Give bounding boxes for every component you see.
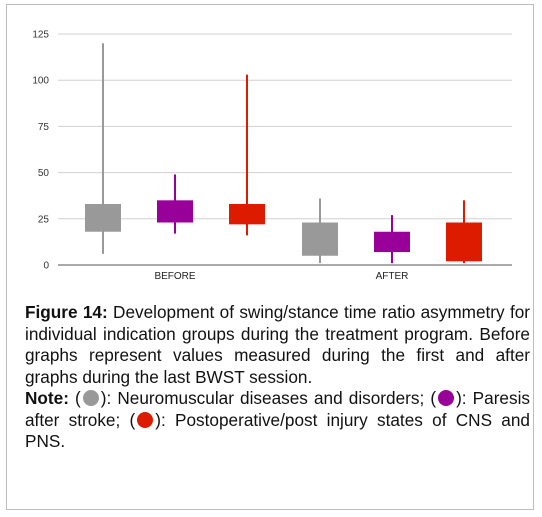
y-tick-label: 100 [32,76,49,87]
y-tick-label: 125 [32,30,49,41]
figure-caption: Figure 14: Development of swing/stance t… [25,302,530,453]
box-0-after [302,198,338,264]
figure-text: Development of swing/stance time ratio a… [25,302,531,387]
figure-label: Figure 14: [25,302,108,322]
y-tick-label: 75 [38,122,50,133]
box-1-before [157,174,193,234]
figure-frame: 0 25 50 75 100 125 BEFORE AFTER Figure 14: Dev… [6,4,534,510]
box-body [374,231,410,253]
box-body [229,204,265,225]
x-category-label: BEFORE [154,271,195,282]
box-series [85,43,482,264]
box-plot-chart: 0 25 50 75 100 125 BEFORE AFTER [32,30,512,282]
purple-dot-icon [438,390,455,406]
gray-dot-icon [82,390,99,406]
note-text-1: ): Neuromuscular diseases and disorders;… [100,388,437,408]
y-tick-label: 50 [38,168,50,179]
note-label: Note: [25,388,69,408]
box-1-after [374,215,410,264]
box-2-before [229,74,265,236]
box-body [302,222,338,256]
box-body [85,204,121,232]
x-category-label: AFTER [376,271,409,282]
box-2-after [446,200,482,264]
box-body [446,222,482,262]
y-axis-ticks: 0 25 50 75 100 125 [32,30,49,272]
caption-paragraph: Figure 14: Development of swing/stance t… [25,302,530,388]
y-tick-label: 0 [43,261,49,272]
note-text-3: ): Postoperative/post injury states of C… [25,409,530,452]
box-0-before [85,43,121,254]
y-tick-label: 25 [38,214,50,225]
note-paragraph: Note: ( ): Neuromuscular diseases and dis… [25,388,530,453]
red-dot-icon [137,411,154,428]
box-body [157,200,193,223]
note-text-2: ): Paresis after stroke; ( [25,388,530,430]
grid-lines [58,33,512,266]
note-open: ( [75,388,81,408]
x-axis-categories: BEFORE AFTER [154,271,408,282]
